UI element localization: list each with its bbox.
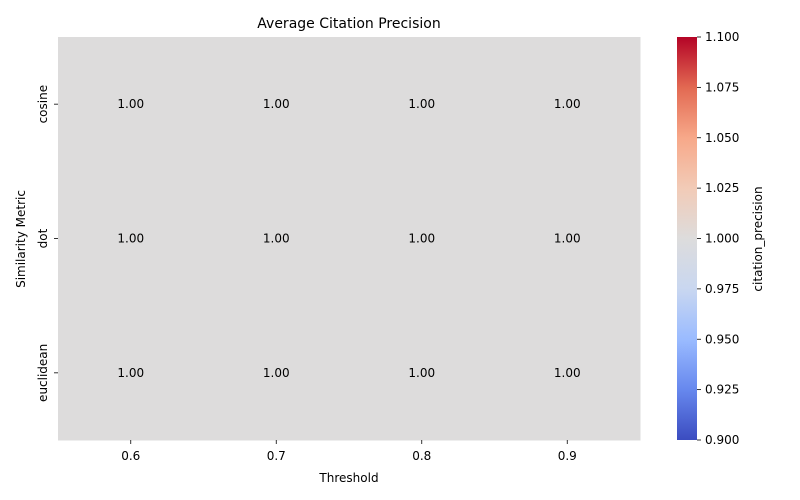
colorbar-gradient — [677, 37, 697, 440]
heatmap-cell — [494, 305, 641, 441]
heatmap-cell — [58, 171, 204, 307]
x-tick-label: 0.9 — [558, 449, 577, 463]
cell-value-label: 1.00 — [554, 232, 581, 246]
x-tick-label: 0.7 — [267, 449, 286, 463]
colorbar-tick-label: 1.100 — [705, 30, 739, 44]
y-tick-label: euclidean — [36, 344, 50, 402]
colorbar-tick-label: 0.975 — [705, 282, 739, 296]
chart-title: Average Citation Precision — [257, 16, 440, 32]
cell-value-label: 1.00 — [408, 366, 435, 380]
cell-value-label: 1.00 — [408, 232, 435, 246]
heatmap-cell — [58, 37, 204, 172]
y-axis-ticks: cosine dot euclidean — [36, 85, 58, 402]
heatmap-cell — [203, 37, 350, 172]
heatmap-cell — [349, 305, 495, 441]
cell-value-label: 1.00 — [263, 232, 290, 246]
colorbar-tick-label: 0.925 — [705, 383, 739, 397]
colorbar-tick-label: 0.950 — [705, 332, 739, 346]
cell-value-label: 1.00 — [263, 366, 290, 380]
cell-value-label: 1.00 — [554, 366, 581, 380]
y-axis-label: Similarity Metric — [14, 190, 28, 288]
heatmap-cell — [203, 171, 350, 307]
cell-value-label: 1.00 — [117, 366, 144, 380]
colorbar: 0.900 0.925 0.950 0.975 1.000 1.025 1.050 1.075… — [677, 30, 739, 447]
heatmap-cell — [203, 305, 350, 441]
x-axis-label: Threshold — [318, 471, 378, 485]
colorbar-label: citation_precision — [751, 186, 765, 291]
y-tick-label: dot — [36, 228, 50, 248]
colorbar-tick-label: 1.075 — [705, 80, 739, 94]
cell-value-label: 1.00 — [117, 232, 144, 246]
heatmap-cell — [58, 305, 204, 441]
heatmap-cell — [494, 37, 641, 172]
cell-value-label: 1.00 — [408, 97, 435, 111]
colorbar-tick-label: 1.050 — [705, 131, 739, 145]
x-tick-label: 0.8 — [412, 449, 431, 463]
cell-value-label: 1.00 — [554, 97, 581, 111]
heatmap-cell — [349, 37, 495, 172]
cell-value-label: 1.00 — [263, 97, 290, 111]
x-axis-ticks: 0.6 0.7 0.8 0.9 — [121, 440, 577, 463]
cell-value-label: 1.00 — [117, 97, 144, 111]
colorbar-tick-label: 1.000 — [705, 232, 739, 246]
heatmap-cell — [494, 171, 641, 307]
x-tick-label: 0.6 — [121, 449, 140, 463]
heatmap-cells: 1.00 1.00 1.00 1.00 1.00 1.00 1.00 1.00 1.00 1.00… — [58, 37, 641, 441]
heatmap-cell — [349, 171, 495, 307]
y-tick-label: cosine — [36, 85, 50, 124]
colorbar-tick-label: 0.900 — [705, 433, 739, 447]
colorbar-tick-label: 1.025 — [705, 181, 739, 195]
